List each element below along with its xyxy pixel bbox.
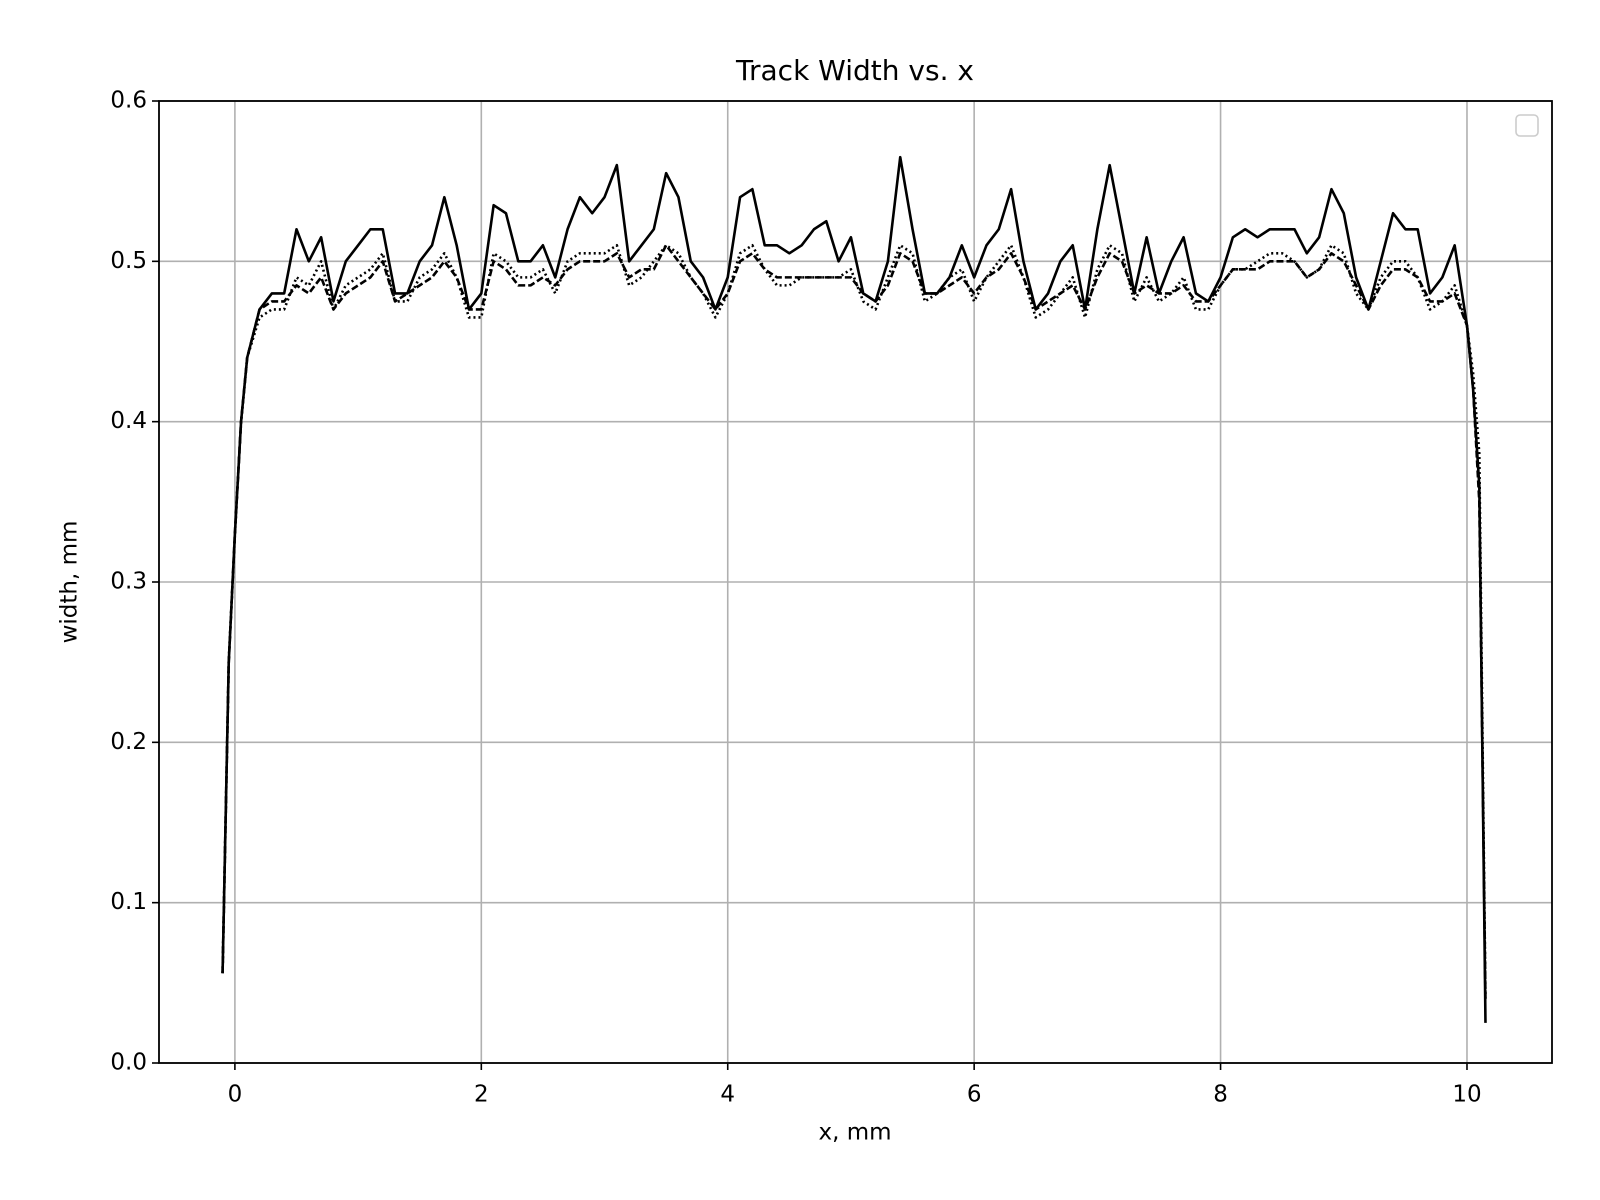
- x-tick-label: 4: [720, 1082, 735, 1108]
- data-line: [221, 244, 1487, 999]
- x-tick-label: 6: [967, 1082, 982, 1108]
- legend-box: [1515, 114, 1539, 137]
- y-tick-label: 0.2: [110, 729, 147, 755]
- plot-frame: [158, 100, 1553, 1064]
- x-tick-label: 0: [228, 1082, 243, 1108]
- y-tick-label: 0.5: [110, 248, 147, 274]
- y-tick-label: 0.1: [110, 889, 147, 915]
- x-tick-label: 8: [1213, 1082, 1228, 1108]
- x-tick-label: 10: [1452, 1082, 1481, 1108]
- y-tick-label: 0.0: [110, 1050, 147, 1076]
- data-line: [221, 155, 1487, 1023]
- data-line: [221, 244, 1487, 999]
- x-axis-label: x, mm: [818, 1120, 891, 1146]
- chart-title: Track Width vs. x: [735, 54, 974, 87]
- y-tick-label: 0.4: [110, 408, 147, 434]
- y-axis-label: width, mm: [57, 521, 83, 644]
- y-tick-label: 0.6: [110, 88, 147, 114]
- y-tick-label: 0.3: [110, 569, 147, 595]
- x-tick-label: 2: [474, 1082, 489, 1108]
